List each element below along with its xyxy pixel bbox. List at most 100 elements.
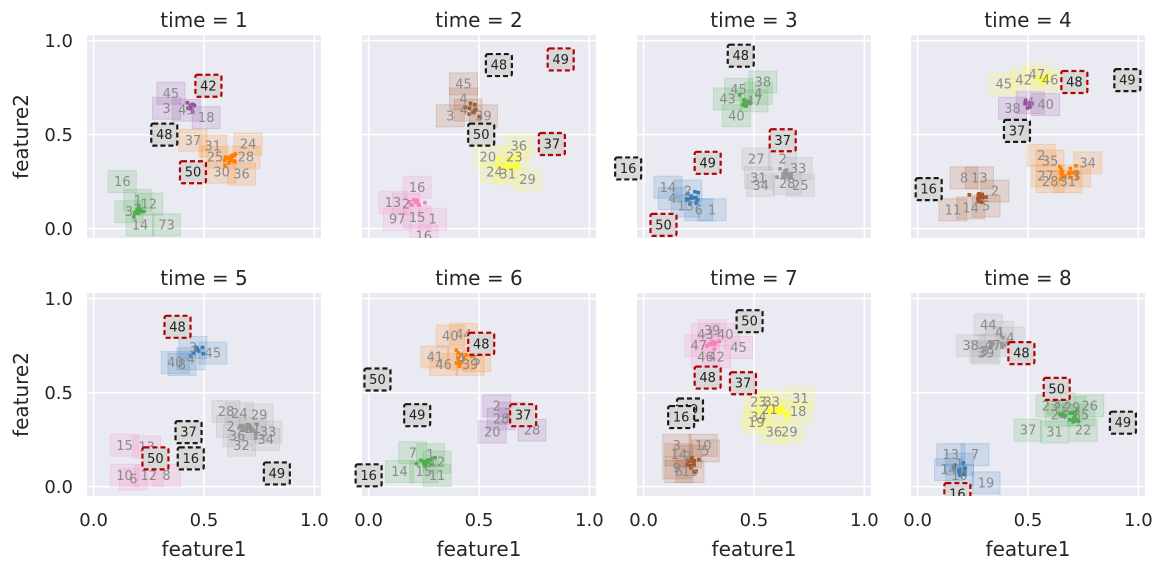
- outlier-box-16: 16: [354, 463, 383, 488]
- outlier-frame: [1002, 118, 1032, 143]
- point-label: 40: [442, 330, 459, 345]
- point-label: 12: [141, 198, 158, 213]
- data-point: [1040, 81, 1045, 85]
- label-box: [949, 166, 979, 190]
- data-point: [423, 200, 427, 205]
- outlier-box-42: 42: [194, 73, 223, 98]
- data-point: [787, 413, 792, 418]
- panel-title: time = 6: [435, 266, 522, 290]
- data-point: [454, 348, 459, 352]
- data-point: [411, 198, 416, 202]
- label-box: [110, 433, 140, 457]
- point-label: 2: [493, 399, 501, 414]
- point-label: 35: [1042, 154, 1059, 169]
- point-label: 20: [480, 151, 497, 166]
- data-point: [712, 347, 717, 351]
- data-point: [737, 93, 742, 97]
- point-label: 27: [748, 153, 765, 168]
- data-point: [1075, 176, 1080, 180]
- outlier-frame: [735, 309, 764, 334]
- outlier-box-16: 16: [614, 156, 643, 181]
- label-box: [938, 198, 968, 222]
- label-box: [160, 351, 190, 375]
- point-label: 40: [167, 356, 184, 371]
- data-point: [1074, 170, 1079, 174]
- outlier-label: 49: [269, 467, 286, 482]
- data-point: [240, 428, 245, 432]
- point-label: 25: [207, 151, 224, 166]
- point-label: 25: [792, 179, 809, 194]
- data-point: [784, 168, 789, 172]
- outlier-label: 50: [655, 218, 672, 233]
- point-label: 5: [473, 354, 481, 369]
- data-point: [693, 195, 698, 200]
- point-label: 28: [524, 424, 541, 439]
- label-box: [382, 207, 412, 231]
- point-label: 12: [429, 456, 446, 471]
- point-label: 14: [940, 463, 957, 478]
- point-label: 4: [754, 87, 762, 102]
- outlier-box-49: 49: [403, 403, 432, 428]
- outlier-box-49: 49: [546, 47, 575, 72]
- data-point: [1028, 105, 1032, 109]
- data-point: [709, 341, 714, 345]
- data-point: [1073, 409, 1078, 414]
- data-point: [1070, 411, 1075, 415]
- point-label: 45: [995, 77, 1012, 92]
- data-point: [514, 159, 519, 164]
- x-tick-label: 1.0: [575, 510, 604, 531]
- point-label: 36: [510, 139, 527, 154]
- outlier-frame: [1108, 410, 1138, 435]
- outlier-frame: [403, 403, 432, 428]
- data-point: [222, 158, 227, 163]
- label-box: [178, 336, 208, 360]
- outlier-frame: [163, 314, 192, 339]
- data-point: [506, 164, 510, 169]
- data-point: [717, 339, 722, 344]
- point-label: 42: [708, 350, 725, 365]
- label-box: [151, 96, 181, 120]
- data-point: [689, 194, 694, 198]
- point-label: 2: [402, 198, 410, 213]
- cluster-pink: 16 13 297 15 1 16: [378, 175, 448, 238]
- point-label: 23: [506, 151, 523, 166]
- label-box: [211, 399, 241, 423]
- label-box: [759, 420, 789, 444]
- outlier-label: 49: [1119, 74, 1136, 89]
- point-label: 42: [460, 104, 477, 119]
- outlier-box-48: 48: [693, 365, 722, 390]
- point-label: 3: [162, 102, 170, 117]
- outlier-box-50: 50: [363, 367, 392, 392]
- label-box: [960, 443, 990, 467]
- label-box: [198, 134, 228, 158]
- point-label: 37: [1020, 424, 1037, 439]
- data-point: [253, 436, 258, 440]
- point-label: 31: [205, 139, 222, 154]
- label-box: [936, 443, 966, 467]
- point-label: 32: [1053, 397, 1070, 412]
- label-box: [1068, 418, 1098, 442]
- data-point: [244, 428, 249, 432]
- outlier-box-48: 48: [150, 122, 179, 147]
- data-point: [419, 458, 423, 463]
- panel-title: time = 3: [710, 8, 797, 32]
- point-label: 31: [244, 422, 261, 437]
- data-point: [685, 198, 690, 202]
- point-label: 39: [475, 109, 492, 124]
- outlier-label: 50: [1048, 382, 1065, 397]
- label-box: [378, 190, 408, 214]
- point-label: 30: [213, 166, 230, 181]
- outlier-frame: [649, 212, 678, 237]
- data-point: [188, 105, 192, 110]
- label-box: [227, 162, 257, 186]
- data-point: [504, 166, 508, 171]
- outlier-label: 48: [473, 337, 490, 352]
- data-point: [227, 161, 231, 165]
- data-point: [232, 153, 237, 158]
- point-label: 29: [1064, 401, 1081, 416]
